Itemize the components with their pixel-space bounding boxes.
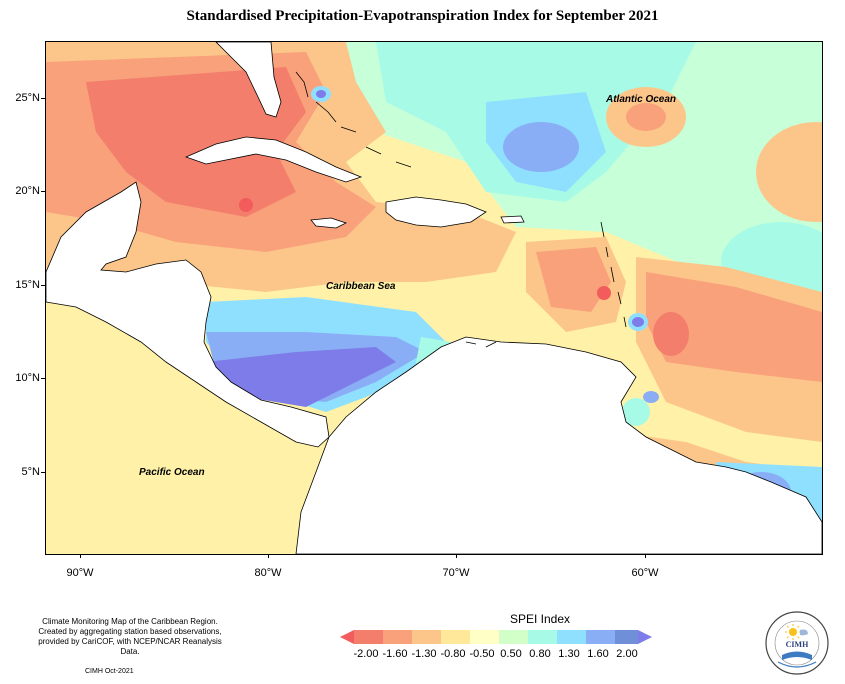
lat-tick [41, 472, 45, 473]
lon-label-70w: 70°W [442, 567, 470, 579]
sun-icon [785, 624, 801, 640]
puerto-rico [500, 215, 525, 224]
land-masses [46, 42, 822, 554]
lon-tick [268, 554, 269, 558]
jamaica [310, 217, 348, 229]
lon-tick [80, 554, 81, 558]
lat-label-10n: 10°N [15, 372, 40, 384]
lat-label-20n: 20°N [15, 185, 40, 197]
legend-tick: -0.50 [469, 648, 495, 660]
legend-swatch [470, 630, 499, 644]
florida [215, 42, 282, 118]
legend-swatch [441, 630, 470, 644]
credits-date: CIMH Oct-2021 [85, 668, 134, 675]
lon-label-60w: 60°W [631, 567, 659, 579]
legend-tick: -0.80 [440, 648, 466, 660]
credit-line: Created by aggregating station based obs… [38, 627, 222, 636]
central-america [46, 181, 330, 448]
spei-map [45, 41, 823, 555]
lat-tick [41, 98, 45, 99]
lat-label-25n: 25°N [15, 92, 40, 104]
wave-icon [782, 651, 812, 660]
cuba [184, 136, 363, 183]
lon-tick [645, 554, 646, 558]
lat-tick [41, 378, 45, 379]
legend-tick: 0.80 [529, 648, 551, 660]
legend-ticks: -2.00 -1.60 -1.30 -0.80 -0.50 0.50 0.80 … [352, 648, 642, 662]
legend-swatch [412, 630, 441, 644]
lat-tick [41, 285, 45, 286]
legend-tick: -1.30 [411, 648, 437, 660]
lon-label-80w: 80°W [254, 567, 282, 579]
caribbean-sea-label: Caribbean Sea [326, 281, 396, 292]
logo-text: CIMH [786, 640, 809, 649]
legend-swatch [354, 630, 383, 644]
legend-tick: 2.00 [616, 648, 638, 660]
credit-line: provided by CariCOF, with NCEP/NCAR Rean… [38, 637, 222, 656]
lat-label-15n: 15°N [15, 279, 40, 291]
spei-field [46, 42, 822, 554]
credit-line: Climate Monitoring Map of the Caribbean … [42, 617, 218, 626]
legend-tick: -2.00 [353, 648, 379, 660]
lat-tick [41, 191, 45, 192]
south-america [295, 336, 822, 554]
legend-swatch [615, 630, 638, 644]
lon-label-90w: 90°W [66, 567, 94, 579]
wet-core-atlantic [503, 122, 579, 172]
legend-color-bar [340, 630, 652, 644]
lon-tick [456, 554, 457, 558]
legend-tick: 1.60 [587, 648, 609, 660]
legend-swatch [528, 630, 557, 644]
hispaniola [385, 196, 487, 228]
lat-label-5n: 5°N [21, 466, 40, 478]
legend-tick: 1.30 [558, 648, 580, 660]
credits-block: Climate Monitoring Map of the Caribbean … [30, 617, 230, 657]
legend-arrow-dry [340, 630, 354, 644]
pacific-ocean-label: Pacific Ocean [139, 467, 205, 478]
small-islands [295, 71, 627, 348]
legend-swatch [586, 630, 615, 644]
cimh-logo: CIMH [765, 611, 829, 675]
legend-tick: 0.50 [500, 648, 522, 660]
legend-swatch [557, 630, 586, 644]
legend-title: SPEI Index [509, 612, 571, 626]
legend-arrow-wet [638, 630, 652, 644]
map-title: Standardised Precipitation-Evapotranspir… [186, 8, 659, 24]
legend-swatch [383, 630, 412, 644]
cloud-icon [800, 629, 808, 636]
atlantic-ocean-label: Atlantic Ocean [606, 94, 677, 105]
legend-tick: -1.60 [382, 648, 408, 660]
legend-swatch [499, 630, 528, 644]
